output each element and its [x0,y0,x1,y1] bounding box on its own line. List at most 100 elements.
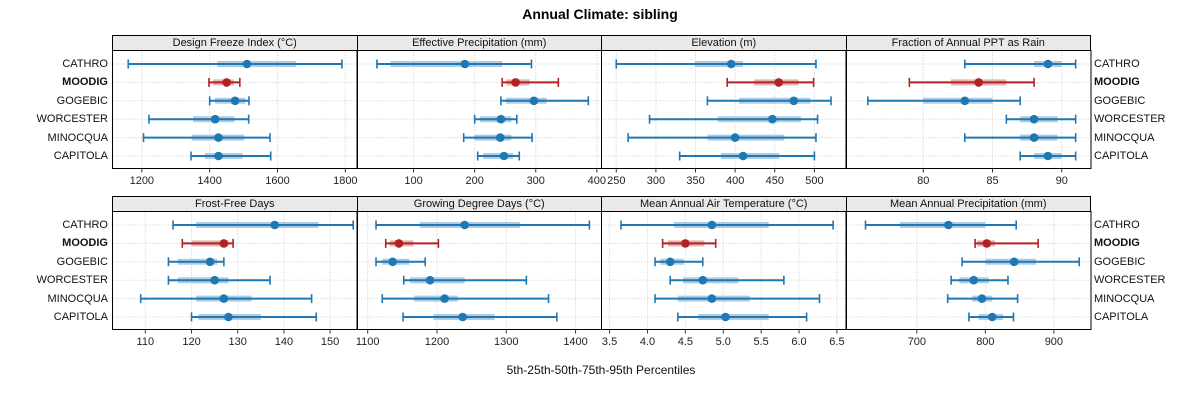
panel-header-frost-free-days: Frost-Free Days [112,196,358,212]
series-capitola [967,312,1014,322]
median-dot [789,96,799,106]
axis-tick-label: 6.0 [791,336,806,348]
series-gogebic [654,257,704,267]
median-dot [495,133,505,142]
median-dot [726,59,736,69]
site-label-right-gogebic: GOGEBIC [1094,255,1146,268]
axis-tick-label: 150 [321,336,339,348]
site-label-right-minocqua: MINOCQUA [1094,292,1155,305]
series-moodig [661,238,717,248]
axis-tick-label: 5.0 [716,336,731,348]
axis-tick-label: 300 [526,175,544,187]
median-dot [959,96,969,106]
series-worcester [402,275,527,285]
panel-frame [112,50,358,169]
axis-tick-label: 1200 [424,336,448,348]
panel-frame [845,211,1091,330]
axis-tick-label: 130 [229,336,247,348]
axis-tick-label: 3.5 [602,336,617,348]
median-dot [219,294,229,303]
median-dot [665,257,675,267]
figure-caption: 5th-25th-50th-75th-95th Percentiles [506,363,696,377]
series-cathro [620,220,834,230]
series-minocqua [654,294,821,304]
figure-title: Annual Climate: sibling [522,6,678,22]
panel-header-mean-annual-precipitation-mm: Mean Annual Precipitation (mm) [845,196,1091,212]
panel-header-design-freeze-index-c: Design Freeze Index (°C) [112,35,358,51]
panel-effective-precipitation-mm: 100 200 300 400 [356,50,606,187]
axis-tick-label: 1800 [333,175,357,187]
panel-frame [112,211,358,330]
series-worcester [949,275,1009,285]
panel-design-freeze-index-c: 1200 1400 1600 1800 [112,50,358,187]
series-cathro [864,220,1017,230]
median-dot [973,78,983,87]
series-worcester [648,114,819,124]
median-dot [987,312,997,322]
series-gogebic [866,96,1021,106]
series-capitola [190,151,272,161]
median-dot [1029,114,1038,124]
series-gogebic [374,257,426,267]
axis-tick-label: 4.0 [640,336,655,348]
median-dot [774,78,784,87]
axis-tick-label: 120 [182,336,200,348]
series-moodig [500,77,559,87]
median-dot [730,133,740,142]
axis-tick-label: 1400 [197,175,221,187]
axis-tick-label: 5.5 [753,336,768,348]
series-capitola [1018,151,1076,161]
axis-tick-label: 80 [917,175,929,187]
median-dot [457,312,467,322]
axis-tick-label: 4.5 [678,336,693,348]
series-cathro [375,59,532,69]
series-cathro [963,59,1076,69]
median-dot [698,275,708,285]
series-gogebic [960,257,1080,267]
site-label-left-moodig: MOODIG [62,76,108,89]
axis-tick-label: 350 [686,175,704,187]
axis-tick-label: 6.5 [829,336,844,348]
median-dot [721,312,730,322]
axis-tick-label: 700 [907,336,925,348]
median-dot [707,294,717,303]
series-cathro [127,59,343,69]
panel-growing-degree-days-c: 1100 1200 1300 1400 [355,211,602,348]
axis-tick-label: 400 [587,175,605,187]
series-gogebic [167,257,225,267]
axis-tick-label: 200 [465,175,483,187]
site-label-right-cathro: CATHRO [1094,58,1140,70]
series-moodig [384,238,439,248]
series-moodig [908,77,1035,87]
axis-tick-label: 1100 [355,336,379,348]
axis-tick-label: 1300 [494,336,518,348]
panel-frame [356,50,602,169]
site-label-right-capitola: CAPITOLA [1094,311,1149,323]
series-minocqua [963,133,1076,143]
site-label-left-minocqua: MINOCQUA [47,292,109,305]
axis-tick-label: 450 [766,175,784,187]
site-label-left-capitola: CAPITOLA [53,311,108,323]
median-dot [439,294,449,303]
site-label-right-minocqua: MINOCQUA [1094,131,1155,144]
median-dot [210,275,219,285]
panel-header-effective-precipitation-mm: Effective Precipitation (mm) [356,35,602,51]
axis-tick-label: 1200 [130,175,154,187]
median-dot [529,96,538,106]
panel-header-elevation-m: Elevation (m) [601,35,847,51]
median-dot [1029,133,1038,142]
series-worcester [148,114,250,124]
axis-tick-label: 1400 [563,336,587,348]
panel-mean-annual-air-temperature-c: 3.5 4.0 4.5 5.0 5.5 6.0 6.5 [601,211,847,348]
median-dot [214,133,223,142]
series-worcester [1005,114,1076,124]
site-label-left-capitola: CAPITOLA [53,150,108,162]
axis-tick-label: 90 [1055,175,1067,187]
series-minocqua [627,133,817,143]
series-cathro [615,59,817,69]
series-moodig [181,238,234,248]
median-dot [222,78,231,87]
series-moodig [726,77,815,87]
panel-frame [845,50,1091,169]
